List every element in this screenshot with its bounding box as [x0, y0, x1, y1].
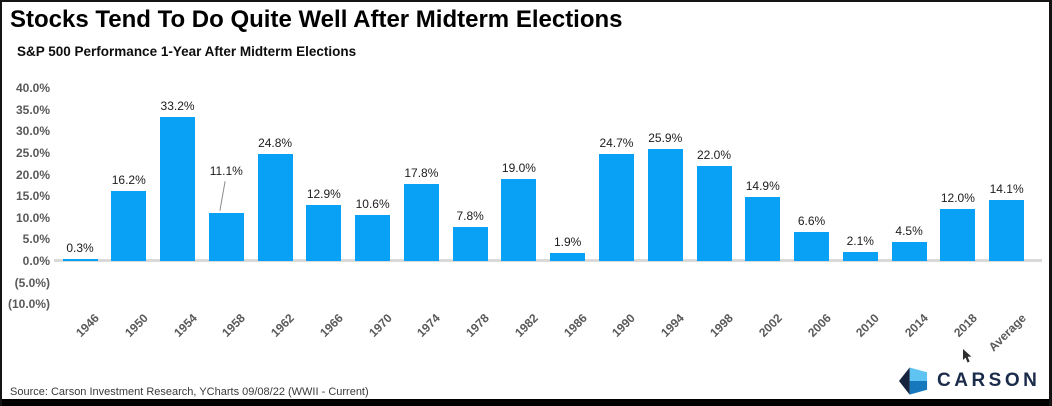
bar	[208, 213, 244, 261]
bar-value-label: 10.6%	[355, 197, 390, 211]
bar-value-label: 0.3%	[66, 241, 94, 255]
bar	[745, 197, 781, 261]
y-axis-label: (10.0%)	[7, 297, 50, 312]
bar-value-label: 11.1%	[209, 164, 243, 178]
bar-value-label: 24.8%	[258, 136, 293, 150]
chart-subtitle: S&P 500 Performance 1-Year After Midterm…	[17, 44, 357, 59]
bar-value-label: 22.0%	[696, 148, 732, 162]
bar	[306, 205, 342, 261]
bar	[891, 242, 927, 261]
bar-value-label: 25.9%	[648, 131, 683, 145]
bar	[989, 200, 1025, 261]
bar-value-label: 24.7%	[599, 136, 634, 150]
mouse-cursor-icon	[963, 349, 972, 363]
chart-title: Stocks Tend To Do Quite Well After Midte…	[10, 6, 623, 33]
y-axis-label: 35.0%	[15, 102, 50, 117]
bar	[355, 215, 391, 261]
y-axis-label: 40.0%	[15, 81, 50, 95]
bar-value-label: 16.2%	[111, 173, 146, 187]
bar-value-label: 2.1%	[846, 234, 874, 248]
bar	[647, 149, 683, 261]
y-axis-label: 0.0%	[22, 254, 50, 268]
bar-value-label: 6.6%	[797, 214, 826, 228]
bar	[452, 227, 488, 261]
y-axis-label: 25.0%	[15, 145, 50, 160]
bar	[160, 117, 196, 261]
y-axis-label: 30.0%	[15, 124, 50, 139]
y-axis-label: 20.0%	[15, 167, 50, 182]
bar	[696, 166, 732, 261]
bar-value-label: 19.0%	[501, 161, 536, 175]
bar-value-label: 17.8%	[404, 166, 439, 180]
source-note: Source: Carson Investment Research, YCha…	[10, 386, 369, 398]
bar-value-label: 1.9%	[554, 235, 582, 249]
y-axis-label: 10.0%	[15, 210, 50, 225]
bar	[111, 191, 147, 261]
bar-value-label: 7.8%	[456, 209, 484, 223]
bottom-black-bar	[2, 399, 1049, 406]
y-axis-label: 5.0%	[22, 232, 50, 247]
bar	[62, 259, 98, 261]
carson-logo: CARSON	[898, 365, 1040, 397]
y-axis-label: (5.0%)	[14, 275, 50, 290]
bar-value-label: 14.9%	[745, 179, 780, 193]
bar	[501, 179, 537, 261]
bar-value-label: 4.5%	[895, 224, 923, 238]
x-axis-baseline	[54, 259, 1042, 262]
bar	[550, 253, 586, 261]
bar	[940, 209, 976, 261]
bar	[598, 154, 634, 261]
bar-value-label: 12.9%	[306, 187, 341, 201]
bar-value-label: 12.0%	[940, 191, 975, 205]
bar	[403, 184, 439, 261]
carson-arrow-icon	[898, 367, 928, 395]
bar-value-label: 33.2%	[160, 99, 195, 113]
bar	[257, 154, 293, 261]
label-leader-line	[219, 181, 226, 211]
carson-logo-text: CARSON	[937, 370, 1041, 391]
bar	[794, 232, 830, 261]
y-axis-label: 15.0%	[15, 189, 50, 204]
bar	[842, 252, 878, 261]
bar-value-label: 14.1%	[989, 182, 1024, 196]
